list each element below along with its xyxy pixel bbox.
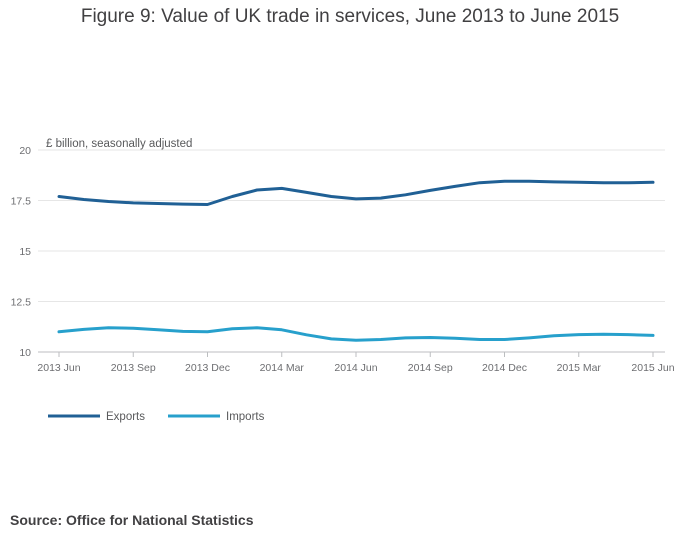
x-axis-ticks: 2013 Jun 2013 Sep 2013 Dec 2014 Mar 2014 Jun… — [37, 352, 675, 374]
x-tick-label: 2015 Mar — [557, 362, 602, 374]
legend: Exports Imports — [48, 411, 265, 423]
x-tick-label: 2014 Sep — [408, 362, 453, 374]
x-tick-label: 2013 Sep — [111, 362, 156, 374]
x-tick-label: 2015 Jun — [631, 362, 674, 374]
x-tick-label: 2013 Dec — [185, 362, 230, 374]
gridlines — [38, 149, 665, 353]
chart-title: Figure 9: Value of UK trade in services,… — [80, 6, 620, 27]
y-tick-label: 20 — [19, 145, 31, 157]
y-tick-label: 12.5 — [11, 297, 32, 309]
y-axis-ticks: 10 12.5 15 17.5 20 — [11, 145, 32, 359]
x-tick-label: 2013 Jun — [37, 362, 80, 374]
y-tick-label: 15 — [19, 246, 31, 258]
source-note: Source: Office for National Statistics — [10, 512, 254, 528]
y-axis-unit-label: £ billion, seasonally adjusted — [46, 138, 192, 150]
y-tick-label: 17.5 — [11, 196, 32, 208]
x-tick-label: 2014 Dec — [482, 362, 527, 374]
x-tick-label: 2014 Jun — [334, 362, 377, 374]
series-lines — [57, 179, 655, 342]
series-line-imports — [57, 326, 655, 342]
legend-label-imports: Imports — [226, 411, 265, 423]
legend-label-exports: Exports — [106, 411, 145, 423]
y-tick-label: 10 — [19, 347, 31, 359]
x-tick-label: 2014 Mar — [260, 362, 305, 374]
series-line-exports — [57, 179, 655, 206]
